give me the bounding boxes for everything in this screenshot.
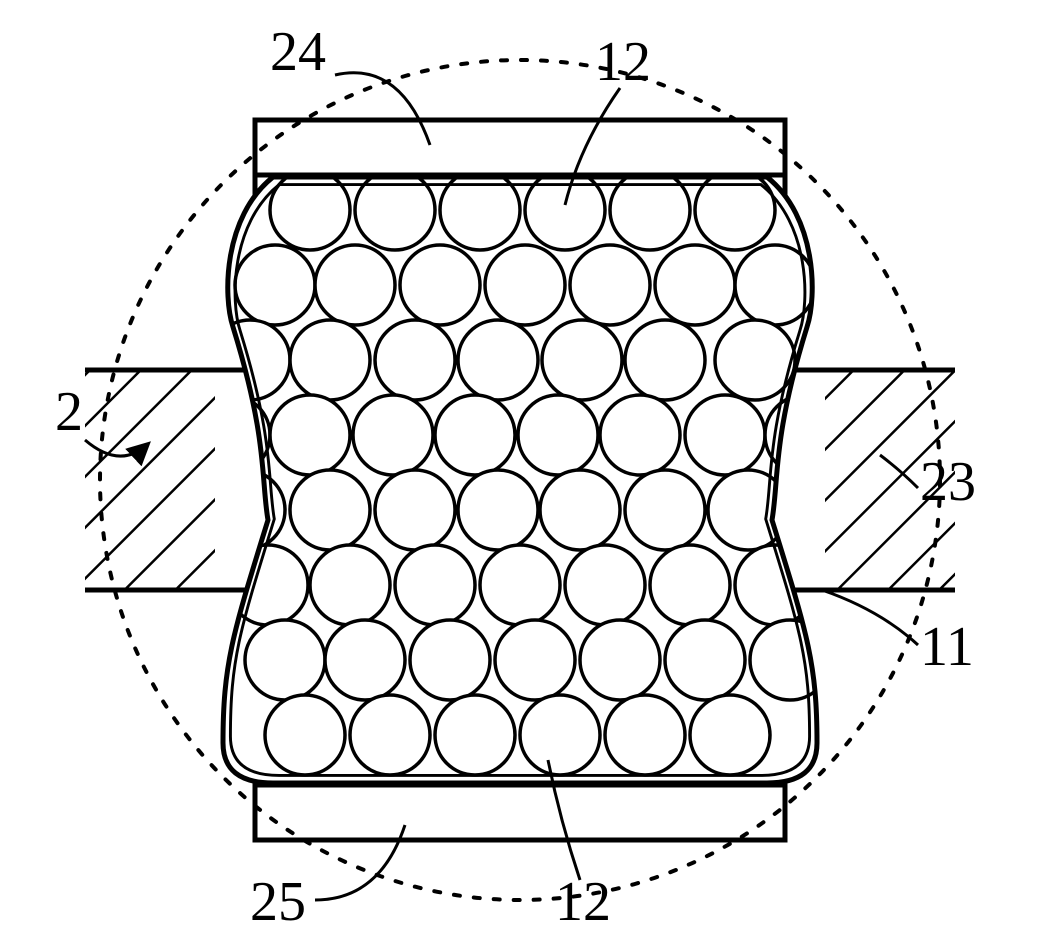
callout-label: 12 <box>555 871 611 930</box>
particle <box>495 620 575 700</box>
particle <box>480 545 560 625</box>
particle <box>290 320 370 400</box>
callout-label: 11 <box>920 616 974 678</box>
particle <box>395 545 475 625</box>
particle <box>485 245 565 325</box>
particle <box>625 470 705 550</box>
particle <box>525 170 605 250</box>
particle <box>600 395 680 475</box>
particle <box>542 320 622 400</box>
callout-label: 23 <box>920 451 976 513</box>
elastomer-body <box>190 170 845 783</box>
particle <box>695 170 775 250</box>
bottom-plate <box>255 785 785 840</box>
particle <box>458 320 538 400</box>
callout-11: 11 <box>822 590 974 678</box>
particle <box>625 320 705 400</box>
particle <box>435 695 515 775</box>
particle <box>315 245 395 325</box>
particle <box>518 395 598 475</box>
particle <box>540 470 620 550</box>
particle <box>655 245 735 325</box>
particle <box>685 395 765 475</box>
particle <box>350 695 430 775</box>
particle <box>435 395 515 475</box>
hatched-region-left <box>85 370 215 590</box>
callout-label: 2 <box>55 381 83 443</box>
particle <box>400 245 480 325</box>
particle <box>325 620 405 700</box>
particle <box>458 470 538 550</box>
particle <box>265 695 345 775</box>
particle <box>375 320 455 400</box>
top-plate <box>255 120 785 175</box>
particle <box>290 470 370 550</box>
particle <box>520 695 600 775</box>
particle <box>735 545 815 625</box>
particle <box>440 170 520 250</box>
leader-line <box>822 590 918 645</box>
particle <box>570 245 650 325</box>
particle <box>353 395 433 475</box>
particle <box>580 620 660 700</box>
particle <box>605 695 685 775</box>
particle <box>375 470 455 550</box>
diagram-canvas: 24 12 2 23 11 25 12 <box>0 0 1037 930</box>
callout-label: 12 <box>595 31 651 93</box>
particle <box>355 170 435 250</box>
callout-label: 24 <box>270 21 326 83</box>
particle <box>270 170 350 250</box>
particle <box>310 545 390 625</box>
callout-label: 25 <box>250 871 306 930</box>
particle <box>565 545 645 625</box>
particle <box>610 170 690 250</box>
particle <box>410 620 490 700</box>
particle <box>650 545 730 625</box>
particle <box>270 395 350 475</box>
particle <box>245 620 325 700</box>
particle <box>665 620 745 700</box>
particle <box>750 620 830 700</box>
particle <box>690 695 770 775</box>
particle <box>235 245 315 325</box>
